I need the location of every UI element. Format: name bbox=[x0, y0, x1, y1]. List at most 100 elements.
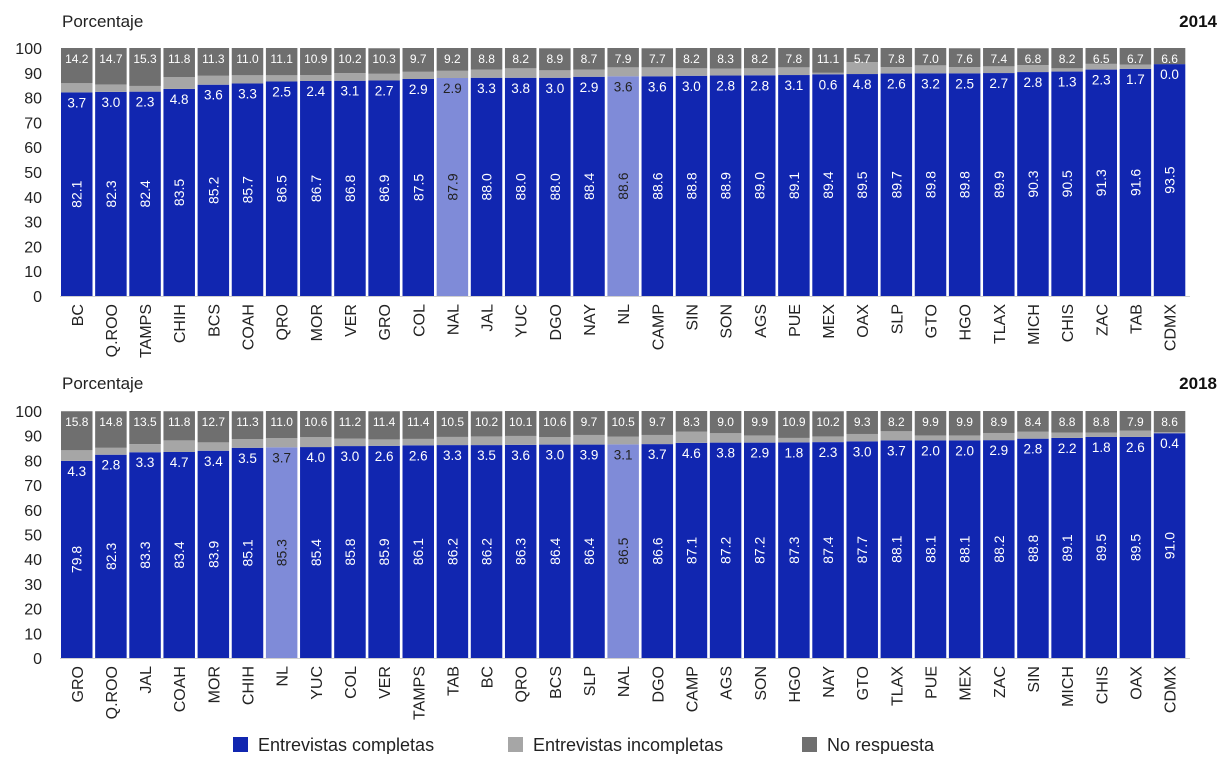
bar-completas bbox=[675, 75, 708, 296]
data-label-incompletas: 2.2 bbox=[1058, 441, 1077, 456]
data-label-incompletas: 4.8 bbox=[170, 92, 189, 107]
y-tick-label: 30 bbox=[24, 215, 42, 232]
data-label-incompletas: 3.2 bbox=[921, 76, 940, 91]
data-label-completas: 93.5 bbox=[1162, 166, 1178, 193]
bar-incompletas bbox=[948, 435, 981, 441]
data-label-incompletas: 2.0 bbox=[955, 443, 974, 458]
data-label-incompletas: 4.6 bbox=[682, 446, 701, 461]
data-label-completas: 89.5 bbox=[1127, 534, 1143, 561]
data-label-incompletas: 2.7 bbox=[375, 83, 394, 98]
y-tick-label: 20 bbox=[24, 602, 42, 619]
data-label-completas: 88.0 bbox=[479, 173, 495, 200]
data-label-no-respuesta: 10.1 bbox=[509, 415, 533, 429]
data-label-completas: 88.8 bbox=[1025, 534, 1041, 561]
data-label-no-respuesta: 10.5 bbox=[611, 415, 635, 429]
bar-completas bbox=[948, 73, 981, 297]
bar-completas bbox=[470, 77, 503, 296]
bar-completas bbox=[265, 81, 298, 296]
data-label-incompletas: 2.8 bbox=[716, 79, 735, 94]
data-label-no-respuesta: 10.9 bbox=[304, 52, 328, 66]
bar-no-respuesta bbox=[914, 411, 947, 436]
bar-group-gro: 86.9 2.7 10.3 GRO bbox=[368, 48, 400, 340]
bar-no-respuesta bbox=[846, 48, 878, 63]
data-label-no-respuesta: 8.8 bbox=[1059, 415, 1076, 429]
bar-no-respuesta bbox=[197, 48, 230, 76]
bar-group-sin: 88.8 2.8 8.4 SIN bbox=[1017, 411, 1049, 693]
bar-no-respuesta bbox=[300, 48, 332, 76]
data-label-no-respuesta: 11.4 bbox=[373, 415, 396, 429]
bar-completas bbox=[95, 91, 127, 297]
bar-group-tlax: 89.9 2.7 7.4 TLAX bbox=[983, 48, 1015, 344]
data-label-incompletas: 3.6 bbox=[614, 79, 633, 94]
bar-incompletas bbox=[914, 435, 947, 441]
bar-completas bbox=[744, 75, 776, 296]
data-label-no-respuesta: 11.1 bbox=[270, 52, 293, 66]
x-tick-label: COAH bbox=[172, 666, 189, 712]
x-tick-label: ZAC bbox=[1094, 304, 1111, 336]
data-label-no-respuesta: 13.5 bbox=[133, 415, 157, 429]
bar-completas bbox=[231, 83, 264, 297]
bar-no-respuesta bbox=[334, 48, 366, 74]
data-label-incompletas: 4.0 bbox=[306, 450, 325, 465]
data-label-incompletas: 3.0 bbox=[545, 448, 564, 463]
data-label-no-respuesta: 5.7 bbox=[854, 52, 871, 66]
data-label-incompletas: 3.3 bbox=[136, 455, 155, 470]
bar-no-respuesta bbox=[880, 411, 913, 432]
x-tick-label: CHIS bbox=[1060, 304, 1077, 342]
x-tick-label: OAX bbox=[855, 304, 872, 338]
data-label-completas: 88.0 bbox=[513, 173, 529, 200]
data-label-completas: 82.3 bbox=[103, 543, 119, 570]
bar-group-tamps: 86.1 2.6 11.4 TAMPS bbox=[402, 411, 434, 720]
x-tick-label: CAMP bbox=[684, 666, 701, 712]
x-tick-label: BC bbox=[480, 666, 497, 688]
bar-no-respuesta bbox=[436, 48, 469, 71]
y-axis-label: Porcentaje bbox=[62, 12, 143, 31]
bar-no-respuesta bbox=[1051, 411, 1083, 433]
bar-no-respuesta bbox=[470, 48, 503, 70]
bar-group-son: 88.9 2.8 8.3 SON bbox=[709, 48, 742, 339]
data-label-completas: 86.6 bbox=[649, 537, 665, 564]
bar-group-bcs: 85.2 3.6 11.3 BCS bbox=[197, 48, 230, 337]
bar-no-respuesta bbox=[436, 411, 469, 437]
bar-no-respuesta bbox=[675, 48, 708, 69]
data-label-completas: 85.1 bbox=[240, 539, 256, 566]
bar-completas bbox=[231, 447, 264, 658]
bar-group-nl: 88.6 3.6 7.9 NL bbox=[607, 48, 639, 324]
x-tick-label: CHIH bbox=[241, 666, 258, 705]
bar-completas bbox=[436, 78, 469, 297]
bar-incompletas bbox=[1017, 431, 1049, 439]
x-tick-label: Q.ROO bbox=[104, 304, 121, 357]
bar-completas bbox=[504, 444, 537, 658]
bar-incompletas bbox=[436, 70, 469, 79]
data-label-completas: 88.8 bbox=[683, 172, 699, 199]
data-label-incompletas: 3.5 bbox=[238, 451, 257, 466]
data-label-completas: 86.5 bbox=[274, 175, 290, 202]
bar-group-ver: 86.8 3.1 10.2 VER bbox=[334, 48, 366, 337]
data-label-no-respuesta: 15.3 bbox=[133, 52, 157, 66]
legend-item: Entrevistas incompletas bbox=[508, 735, 723, 755]
x-tick-label: CHIH bbox=[172, 304, 189, 343]
data-label-completas: 85.7 bbox=[240, 176, 256, 203]
data-label-completas: 86.4 bbox=[547, 537, 563, 564]
bar-completas bbox=[1051, 71, 1083, 296]
data-label-no-respuesta: 9.9 bbox=[956, 415, 973, 429]
data-label-completas: 87.2 bbox=[718, 536, 734, 563]
y-tick-label: 50 bbox=[24, 528, 42, 545]
data-label-incompletas: 2.9 bbox=[443, 81, 462, 96]
data-label-no-respuesta: 9.9 bbox=[751, 415, 768, 429]
data-label-no-respuesta: 9.0 bbox=[717, 415, 734, 429]
data-label-no-respuesta: 9.2 bbox=[444, 52, 461, 66]
bar-incompletas bbox=[709, 68, 742, 76]
x-tick-label: CDMX bbox=[1163, 666, 1180, 713]
bar-no-respuesta bbox=[1085, 411, 1117, 433]
bar-no-respuesta bbox=[265, 48, 298, 76]
data-label-incompletas: 0.0 bbox=[1160, 67, 1179, 82]
bar-completas bbox=[778, 75, 810, 296]
bar-completas bbox=[1119, 436, 1152, 658]
data-label-incompletas: 3.7 bbox=[67, 95, 86, 110]
x-tick-label: NL bbox=[275, 666, 292, 687]
bar-group-ags: 89.0 2.8 8.2 AGS bbox=[744, 48, 776, 338]
bar-incompletas bbox=[470, 436, 503, 446]
data-label-incompletas: 2.8 bbox=[750, 78, 769, 93]
bar-completas bbox=[846, 441, 878, 658]
